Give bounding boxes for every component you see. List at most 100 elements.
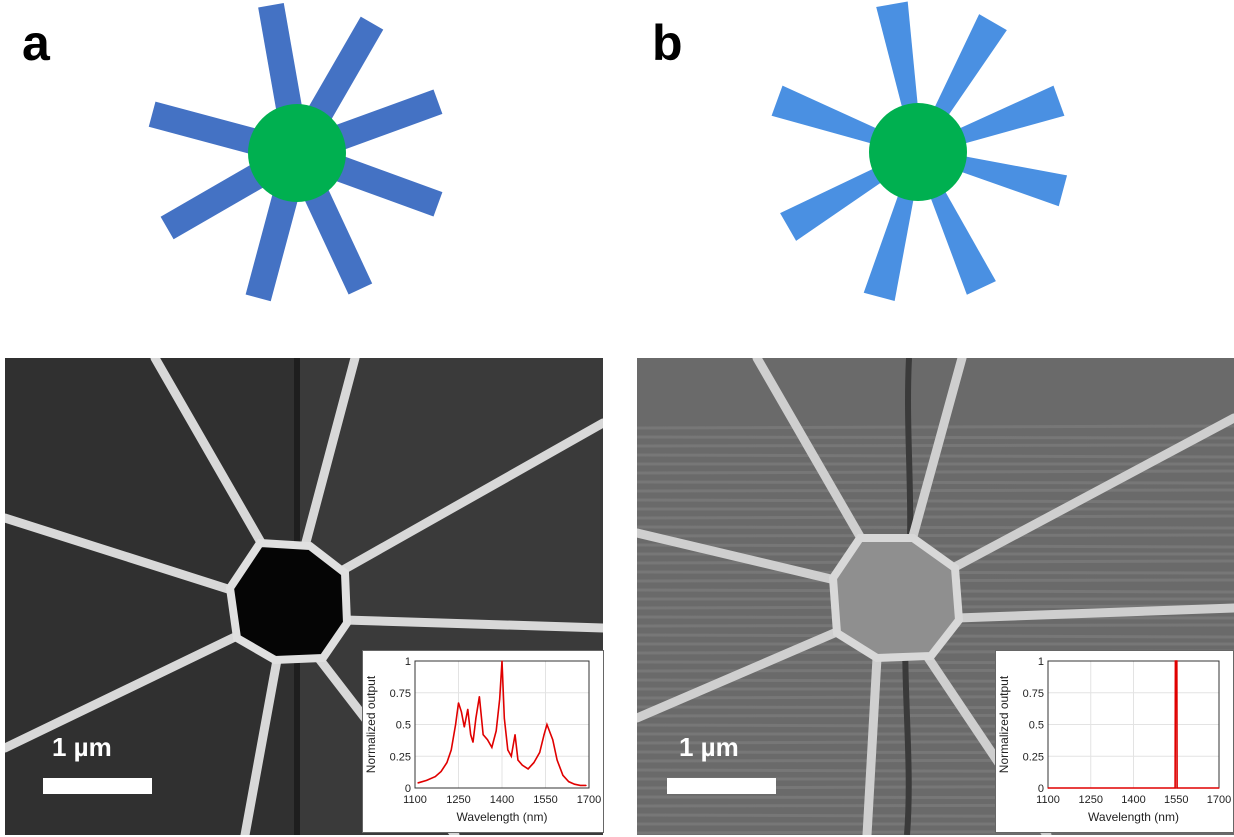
sem-image-a: 1 µm <box>5 358 603 835</box>
y-axis-label: Normalized output <box>364 675 378 773</box>
scalebar-bar <box>667 778 776 794</box>
data-point <box>1218 787 1220 789</box>
data-point <box>1047 787 1049 789</box>
substrate-stripe <box>637 488 1234 493</box>
data-point <box>552 739 554 741</box>
data-point <box>510 755 512 757</box>
data-point <box>1176 787 1178 789</box>
sem-hub <box>828 534 964 663</box>
panel-label-a: a <box>22 15 50 71</box>
data-point <box>467 708 469 710</box>
data-point <box>470 734 472 736</box>
data-point <box>478 695 480 698</box>
data-point <box>446 762 448 764</box>
sem-waveguide <box>300 358 360 551</box>
y-axis-label: Normalized output <box>997 675 1011 773</box>
y-tick-label: 0.5 <box>396 720 411 732</box>
spectrum-line <box>417 660 587 787</box>
sem-waveguide <box>952 603 1234 623</box>
sem-waveguide <box>240 655 282 835</box>
panel-label-b: b <box>652 15 683 71</box>
x-tick-label: 1250 <box>446 794 470 806</box>
sem-waveguide <box>752 358 867 545</box>
data-point <box>527 768 529 770</box>
y-tick-label: 0.75 <box>390 688 411 700</box>
data-point <box>495 730 497 732</box>
spoke-arm <box>160 156 278 240</box>
data-point <box>503 717 505 719</box>
spoke-arm <box>320 151 443 217</box>
data-point <box>501 660 503 662</box>
data-point <box>460 711 462 713</box>
sem-waveguide <box>862 653 882 835</box>
tapered-spoke-arm <box>876 1 919 119</box>
data-point <box>434 775 436 778</box>
data-point <box>475 717 477 719</box>
sem-waveguide <box>637 626 844 723</box>
data-point <box>1174 787 1176 789</box>
data-point <box>417 782 419 784</box>
schematic-tapered-spokes <box>771 1 1068 302</box>
spoke-group <box>148 3 443 302</box>
sem-waveguide <box>5 513 236 595</box>
substrate-stripe <box>637 533 1234 538</box>
data-point <box>491 746 493 748</box>
x-tick-label: 1400 <box>1121 794 1145 806</box>
x-tick-label: 1700 <box>577 794 601 806</box>
data-point <box>486 739 489 741</box>
data-point <box>549 731 551 733</box>
x-axis-label: Wavelength (nm) <box>457 810 548 824</box>
data-point <box>514 734 516 736</box>
scalebar-label: 1 µm <box>52 732 112 762</box>
substrate-stripe <box>637 424 1234 430</box>
scalebar-label: 1 µm <box>679 732 739 762</box>
spoke-arm <box>297 174 373 295</box>
spoke-group <box>771 1 1068 302</box>
x-tick-label: 1100 <box>403 794 427 806</box>
x-tick-label: 1550 <box>1164 794 1188 806</box>
spoke-arm <box>320 89 443 155</box>
data-point <box>543 734 545 736</box>
tapered-spoke-arm <box>926 180 996 295</box>
y-tick-label: 0.25 <box>1023 751 1044 763</box>
substrate-stripe <box>637 525 1234 530</box>
spoke-arm <box>245 178 302 302</box>
data-point <box>472 741 474 743</box>
y-tick-label: 0.25 <box>390 751 411 763</box>
data-point <box>568 781 570 783</box>
y-tick-label: 1 <box>405 656 411 668</box>
spoke-arm <box>300 16 384 134</box>
substrate-stripe <box>637 498 1234 504</box>
data-point <box>426 779 428 781</box>
sem-waveguide <box>338 418 603 575</box>
sem-waveguide <box>5 631 242 753</box>
y-tick-label: 0 <box>405 783 411 795</box>
data-point <box>440 770 442 773</box>
spectrum-inset-a: 1100 1250 1400 1550 1700 0 0.25 0.5 0.75 1 Wavelen… <box>362 650 604 833</box>
data-point <box>585 784 587 787</box>
x-tick-label: 1250 <box>1079 794 1103 806</box>
sem-hub <box>225 538 352 665</box>
spectrum-inset-b: 1100 1250 1400 1550 1700 0 0.25 0.5 0.75 1 Wavelen… <box>995 650 1234 833</box>
x-tick-label: 1700 <box>1207 794 1231 806</box>
tapered-spoke-arm <box>948 85 1065 147</box>
x-tick-label: 1100 <box>1036 794 1060 806</box>
spoke-arm <box>258 3 305 126</box>
tapered-spoke-arm <box>863 183 916 302</box>
sem-waveguide <box>907 358 967 545</box>
scalebar-bar <box>43 778 152 794</box>
tapered-spoke-arm <box>949 154 1068 207</box>
data-point <box>463 726 465 728</box>
tapered-spoke-arm <box>771 85 888 147</box>
y-tick-label: 0.5 <box>1029 720 1044 732</box>
y-tick-label: 0 <box>1038 783 1044 795</box>
data-point <box>533 762 535 764</box>
data-point <box>1174 660 1176 662</box>
data-point <box>507 749 509 751</box>
data-point <box>1176 660 1178 662</box>
hub-disk <box>869 103 967 201</box>
substrate-stripe <box>637 480 1234 485</box>
spoke-arm <box>148 101 272 158</box>
x-tick-label: 1400 <box>490 794 514 806</box>
data-point <box>482 734 484 736</box>
